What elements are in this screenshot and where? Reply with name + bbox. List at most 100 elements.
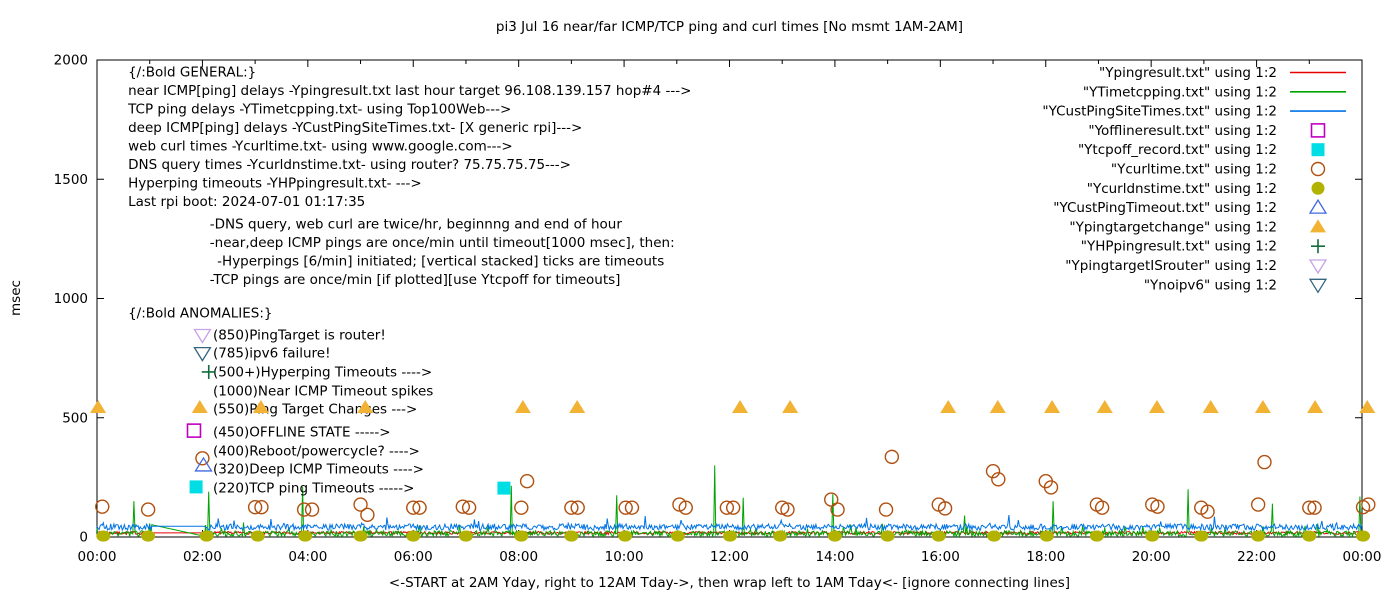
point-Ycurltime: [824, 492, 839, 507]
note-line: deep ICMP[ping] delays -YCustPingSiteTim…: [128, 120, 582, 136]
legend-label: "Ypingtargetchange" using 1:2: [1069, 219, 1277, 235]
legend-marker: [1311, 181, 1325, 195]
note-line: DNS query times -Ycurldnstime.txt- using…: [128, 157, 571, 173]
point-Ycurldnstime: [298, 530, 313, 542]
point-Ypingtargetchange: [252, 399, 269, 413]
point-Ycurltime: [1250, 497, 1266, 512]
point-Ycurldnstime: [987, 530, 1002, 542]
point-Ycurltime: [514, 500, 529, 515]
point-Ycurldnstime: [514, 530, 529, 542]
x-tick-label: 04:00: [288, 549, 327, 565]
x-tick-label: 10:00: [605, 549, 644, 565]
note-line: Last rpi boot: 2024-07-01 01:17:35: [128, 194, 365, 210]
point-Ypingtargetchange: [90, 399, 107, 413]
y-tick-label: 2000: [54, 53, 88, 69]
point-Ycurldnstime: [458, 530, 473, 542]
point-Ycurltime: [719, 500, 735, 515]
point-Ycurltime: [564, 500, 579, 515]
note-line: (500+)Hyperping Timeouts ---->: [213, 364, 432, 380]
point-Ytcpoff_record: [189, 480, 203, 494]
series-Yofflineresult: [186, 423, 202, 438]
legend-label: "YCustPingSiteTimes.txt" using 1:2: [1042, 104, 1277, 120]
point-Ypingtargetchange: [732, 399, 749, 413]
point-Ycurltime: [412, 500, 427, 515]
note-line: {/:Bold ANOMALIES:}: [128, 306, 272, 322]
point-Ycurldnstime: [564, 530, 579, 542]
point-Ypingtargetchange: [1359, 399, 1376, 413]
point-Ynoipv6: [193, 346, 212, 362]
point-Ycurldnstime: [406, 530, 421, 542]
point-Ypingtargetchange: [1202, 399, 1219, 413]
point-Ycurltime: [296, 502, 312, 517]
series-YHPpingresult: [201, 364, 216, 379]
point-Ycurltime: [95, 499, 110, 514]
series-Ypingtargetchange: [90, 399, 1376, 413]
note-line: (1000)Near ICMP Timeout spikes: [213, 384, 433, 400]
legend-label: "Ycurldnstime.txt" using 1:2: [1087, 181, 1277, 197]
point-Ycurltime: [991, 472, 1006, 487]
x-axis-label: <-START at 2AM Yday, right to 12AM Tday-…: [388, 575, 1071, 591]
series-YpingtargetISrouter: [193, 328, 212, 344]
point-Ycurltime: [618, 500, 633, 515]
note-line: (550)Ping Target Changes --->: [213, 401, 417, 417]
point-Ycurltime: [624, 500, 640, 515]
point-Ycurldnstime: [931, 530, 946, 542]
point-Ycurltime: [830, 502, 845, 517]
point-Ycurldnstime: [1194, 530, 1209, 542]
point-Ypingtargetchange: [940, 399, 957, 413]
point-Ycurltime: [937, 501, 953, 516]
point-Ypingtargetchange: [782, 399, 799, 413]
point-Ycurltime: [1361, 497, 1376, 512]
point-Ycurltime: [140, 502, 156, 517]
note-line: TCP ping delays -YTimetcpping.txt- using…: [127, 101, 511, 117]
legend-label: "YTimetcpping.txt" using 1:2: [1083, 84, 1277, 100]
note-line: -TCP pings are once/min [if plotted][use…: [210, 272, 621, 288]
note-line: {/:Bold GENERAL:}: [128, 64, 256, 80]
point-Ycurldnstime: [250, 530, 265, 542]
point-Ycurltime: [878, 502, 894, 517]
note-line: -DNS query, web curl are twice/hr, begin…: [210, 217, 623, 233]
x-tick-label: 08:00: [499, 549, 538, 565]
point-Ycurltime: [725, 500, 741, 515]
x-tick-label: 18:00: [1026, 549, 1065, 565]
point-YCustPingTimeout: [194, 456, 213, 472]
legend-label: "Yofflineresult.txt" using 1:2: [1088, 123, 1277, 139]
point-Ycurltime: [519, 473, 535, 489]
note-line: near ICMP[ping] delays -Ypingresult.txt …: [128, 83, 691, 99]
x-tick-label: 22:00: [1237, 549, 1276, 565]
point-Ycurltime: [1302, 500, 1317, 515]
point-Ycurldnstime: [773, 530, 788, 542]
point-Ycurltime: [304, 502, 320, 517]
note-line: (785)ipv6 failure!: [213, 346, 331, 362]
point-Ycurltime: [884, 449, 900, 465]
note-line: (220)TCP ping Timeouts ----->: [213, 481, 414, 497]
point-Ypingtargetchange: [191, 399, 208, 413]
point-Ycurltime: [360, 507, 375, 523]
chart-title: pi3 Jul 16 near/far ICMP/TCP ping and cu…: [495, 19, 964, 35]
legend: "Ypingresult.txt" using 1:2 "YTimetcpping…: [1042, 65, 1346, 294]
point-Ycurltime: [1307, 500, 1322, 515]
point-Ycurltime: [353, 497, 368, 512]
point-Ycurltime: [985, 463, 1001, 479]
series-Ynoipv6: [193, 346, 212, 362]
point-Ycurldnstime: [199, 530, 214, 542]
point-Ycurltime: [461, 500, 477, 515]
point-Ycurldnstime: [670, 530, 685, 542]
legend-label: "Ytcpoff_record.txt" using 1:2: [1078, 142, 1277, 158]
point-Ycurldnstime: [1039, 530, 1054, 542]
point-Ycurltime: [1094, 500, 1110, 515]
legend-marker: [1310, 219, 1326, 233]
point-Ycurltime: [570, 500, 585, 515]
series-Ycurldnstime: [96, 530, 1371, 542]
legend-marker: [1308, 198, 1328, 214]
point-Ypingtargetchange: [569, 399, 586, 413]
point-Ypingtargetchange: [1307, 399, 1324, 413]
point-Ycurldnstime: [723, 530, 738, 542]
point-Ycurltime: [247, 499, 263, 515]
point-Ytcpoff_record: [497, 481, 511, 495]
note-line: (320)Deep ICMP Timeouts ---->: [213, 462, 424, 478]
point-Ypingtargetchange: [1044, 399, 1061, 413]
legend-label: "Ynoipv6" using 1:2: [1144, 277, 1277, 293]
